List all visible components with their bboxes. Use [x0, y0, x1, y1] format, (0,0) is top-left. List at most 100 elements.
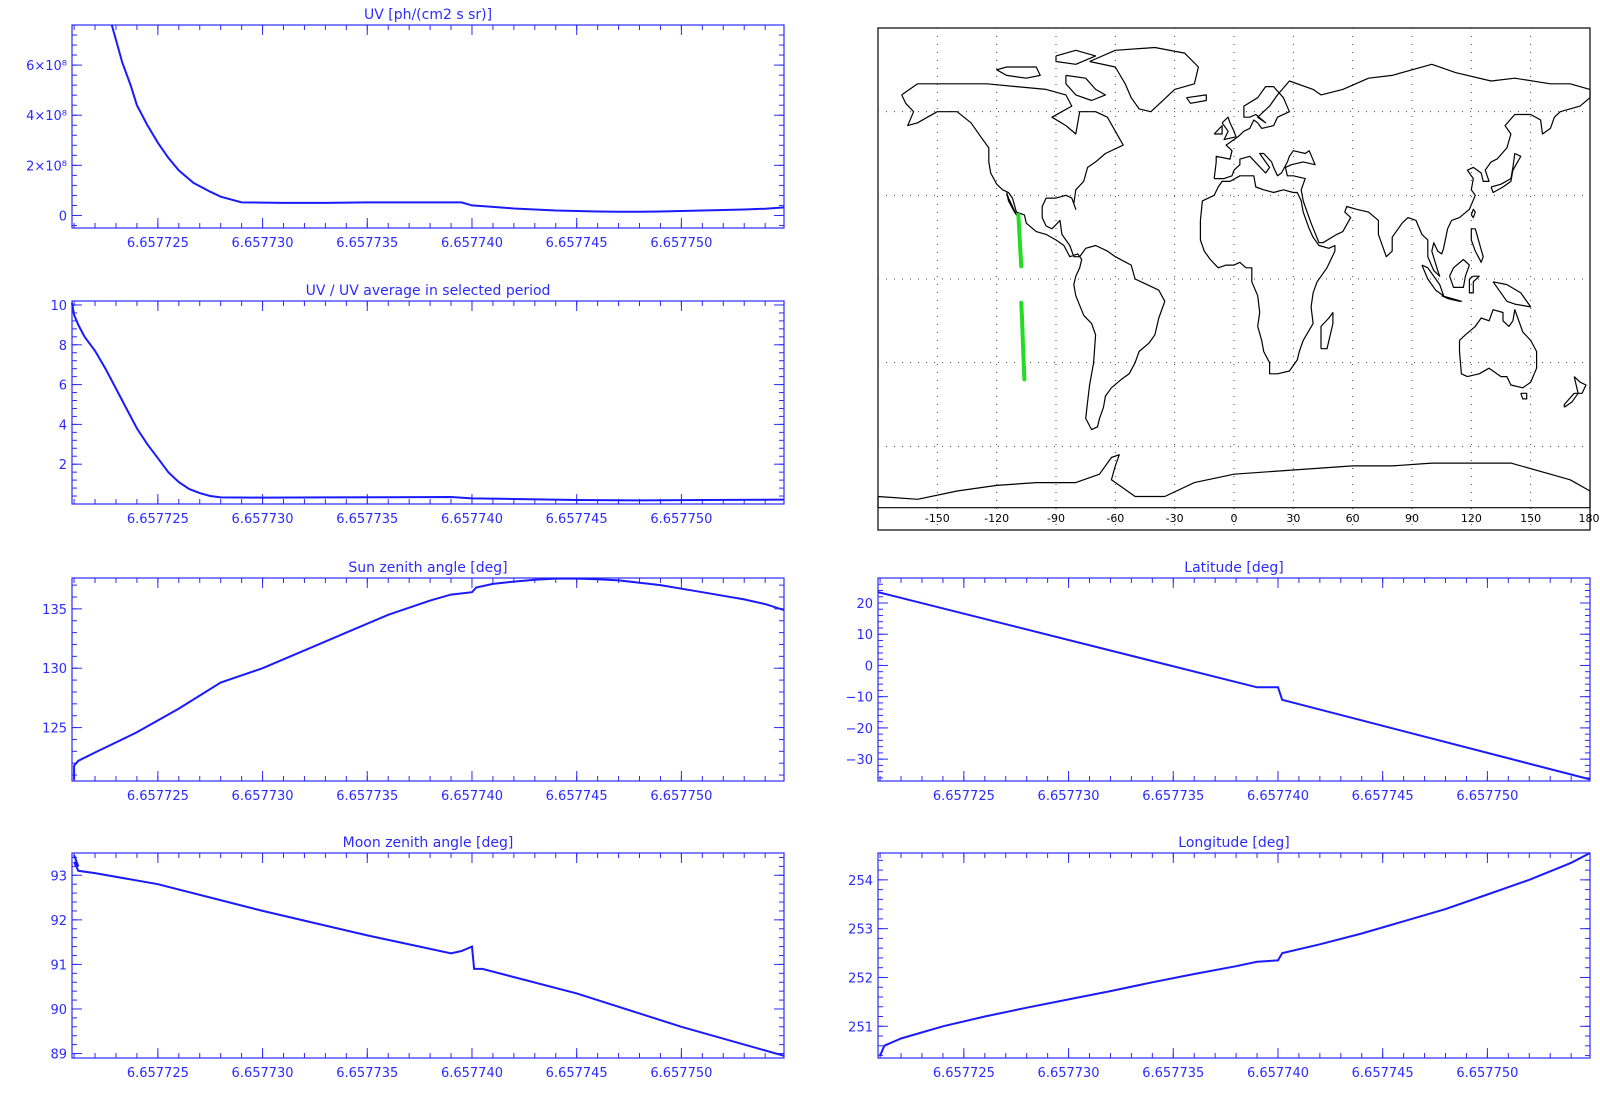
- y-tick-label: 90: [50, 1003, 67, 1018]
- x-tick-label: 6.657745: [546, 236, 608, 251]
- x-tick-label: 6.657750: [1456, 1066, 1518, 1081]
- series-line: [73, 854, 785, 1057]
- coastline: [1470, 208, 1476, 219]
- x-tick-label: 6.657730: [1038, 1066, 1100, 1081]
- x-tick-label: 6.657725: [933, 1066, 995, 1081]
- series-line: [71, 302, 785, 502]
- map-longitude-label: 30: [1286, 512, 1300, 525]
- x-tick-label: 6.657740: [441, 789, 503, 804]
- y-tick-label: 135: [42, 603, 67, 618]
- chart-title: Latitude [deg]: [1184, 560, 1283, 576]
- chart-title: Sun zenith angle [deg]: [348, 560, 507, 576]
- coastline: [1055, 49, 1097, 65]
- coastline: [901, 83, 1124, 258]
- coastline: [1470, 228, 1484, 263]
- coastline: [996, 66, 1041, 79]
- coastline: [1065, 74, 1107, 102]
- x-tick-label: 6.657725: [127, 1066, 189, 1081]
- y-tick-label: 6: [59, 379, 67, 394]
- y-tick-label: 4×10⁸: [26, 109, 67, 124]
- satellite-ground-track: [1016, 212, 1024, 269]
- coastline: [1458, 309, 1538, 389]
- series-line: [877, 591, 1591, 781]
- x-tick-label: 6.657740: [441, 236, 503, 251]
- plot-frame: [71, 577, 785, 782]
- x-tick-label: 6.657725: [127, 512, 189, 527]
- map-longitude-label: -120: [984, 512, 1009, 525]
- chart-moon-zenith: Moon zenith angle [deg] 6.657725 6.657730 6…: [50, 835, 785, 1081]
- x-tick-label: 6.657730: [232, 789, 294, 804]
- y-tick-label: 89: [50, 1048, 67, 1063]
- x-tick-label: 6.657725: [127, 236, 189, 251]
- map-longitude-label: 150: [1520, 512, 1541, 525]
- coastline: [1563, 392, 1579, 408]
- coastline: [1199, 175, 1336, 375]
- x-tick-label: 6.657750: [650, 1066, 712, 1081]
- map-longitude-label: 60: [1346, 512, 1360, 525]
- coastline: [1089, 46, 1200, 113]
- x-tick-label: 6.657735: [336, 512, 398, 527]
- chart-title: Moon zenith angle [deg]: [343, 835, 514, 851]
- y-tick-label: 2×10⁸: [26, 159, 67, 174]
- y-tick-label: 6×10⁸: [26, 59, 67, 74]
- coastline: [1520, 392, 1528, 400]
- chart-title: Longitude [deg]: [1178, 835, 1289, 851]
- chart-sun-zenith: Sun zenith angle [deg] 6.657725 6.657730 6.…: [42, 560, 785, 804]
- y-tick-label: 0: [865, 659, 873, 674]
- coastline: [1213, 63, 1591, 277]
- x-tick-label: 6.657735: [1142, 1066, 1204, 1081]
- x-tick-label: 6.657740: [1247, 1066, 1309, 1081]
- x-tick-label: 6.657745: [546, 789, 608, 804]
- map-longitude-label: 120: [1461, 512, 1482, 525]
- map-longitude-label: 180: [1579, 512, 1600, 525]
- y-tick-label: 92: [50, 914, 67, 929]
- coastline: [1449, 258, 1471, 288]
- x-tick-label: 6.657740: [441, 1066, 503, 1081]
- y-tick-label: 4: [59, 418, 67, 433]
- coastline: [1441, 295, 1463, 302]
- y-tick-label: 251: [848, 1020, 873, 1035]
- series-line: [879, 852, 1591, 1056]
- world-map-panel: -150 -120 -90 -60 -30 0 30 60 90 120 150 180: [877, 27, 1600, 531]
- y-tick-label: 125: [42, 722, 67, 737]
- coastline: [1490, 152, 1522, 194]
- coastline: [1468, 275, 1480, 294]
- x-tick-label: 6.657735: [1142, 789, 1204, 804]
- x-tick-label: 6.657730: [232, 512, 294, 527]
- x-tick-label: 6.657745: [546, 1066, 608, 1081]
- x-tick-label: 6.657730: [232, 236, 294, 251]
- y-tick-label: 93: [50, 869, 67, 884]
- chart-latitude: Latitude [deg] 6.657725 6.657730 6.657735 6.…: [846, 560, 1591, 804]
- map-frame: [877, 27, 1591, 531]
- x-tick-label: 6.657725: [127, 789, 189, 804]
- y-tick-label: 252: [848, 971, 873, 986]
- satellite-ground-track: [1019, 300, 1027, 382]
- plot-frame: [71, 852, 785, 1059]
- coastline: [1221, 116, 1237, 141]
- map-longitude-label: -90: [1047, 512, 1065, 525]
- chart-title: UV / UV average in selected period: [306, 283, 551, 299]
- y-tick-label: 253: [848, 923, 873, 938]
- x-tick-label: 6.657740: [1247, 789, 1309, 804]
- x-tick-label: 6.657730: [232, 1066, 294, 1081]
- coastline: [1073, 244, 1166, 431]
- x-tick-label: 6.657735: [336, 236, 398, 251]
- x-tick-label: 6.657730: [1038, 789, 1100, 804]
- coastline: [1186, 94, 1207, 104]
- coastline: [1573, 376, 1587, 394]
- y-tick-label: 254: [848, 874, 873, 889]
- chart-title: UV [ph/(cm2 s sr)]: [364, 7, 492, 23]
- chart-uv: UV [ph/(cm2 s sr)] 6.657725 6.657730 6.6577…: [26, 7, 785, 251]
- y-tick-label: 130: [42, 662, 67, 677]
- map-longitude-label: -150: [925, 512, 950, 525]
- x-tick-label: 6.657745: [1352, 1066, 1414, 1081]
- series-line: [110, 24, 785, 213]
- x-tick-label: 6.657750: [650, 512, 712, 527]
- plot-frame: [71, 300, 785, 505]
- plot-frame: [877, 577, 1591, 782]
- x-tick-label: 6.657750: [650, 789, 712, 804]
- y-tick-label: 20: [856, 597, 873, 612]
- x-tick-label: 6.657725: [933, 789, 995, 804]
- x-tick-label: 6.657750: [1456, 789, 1518, 804]
